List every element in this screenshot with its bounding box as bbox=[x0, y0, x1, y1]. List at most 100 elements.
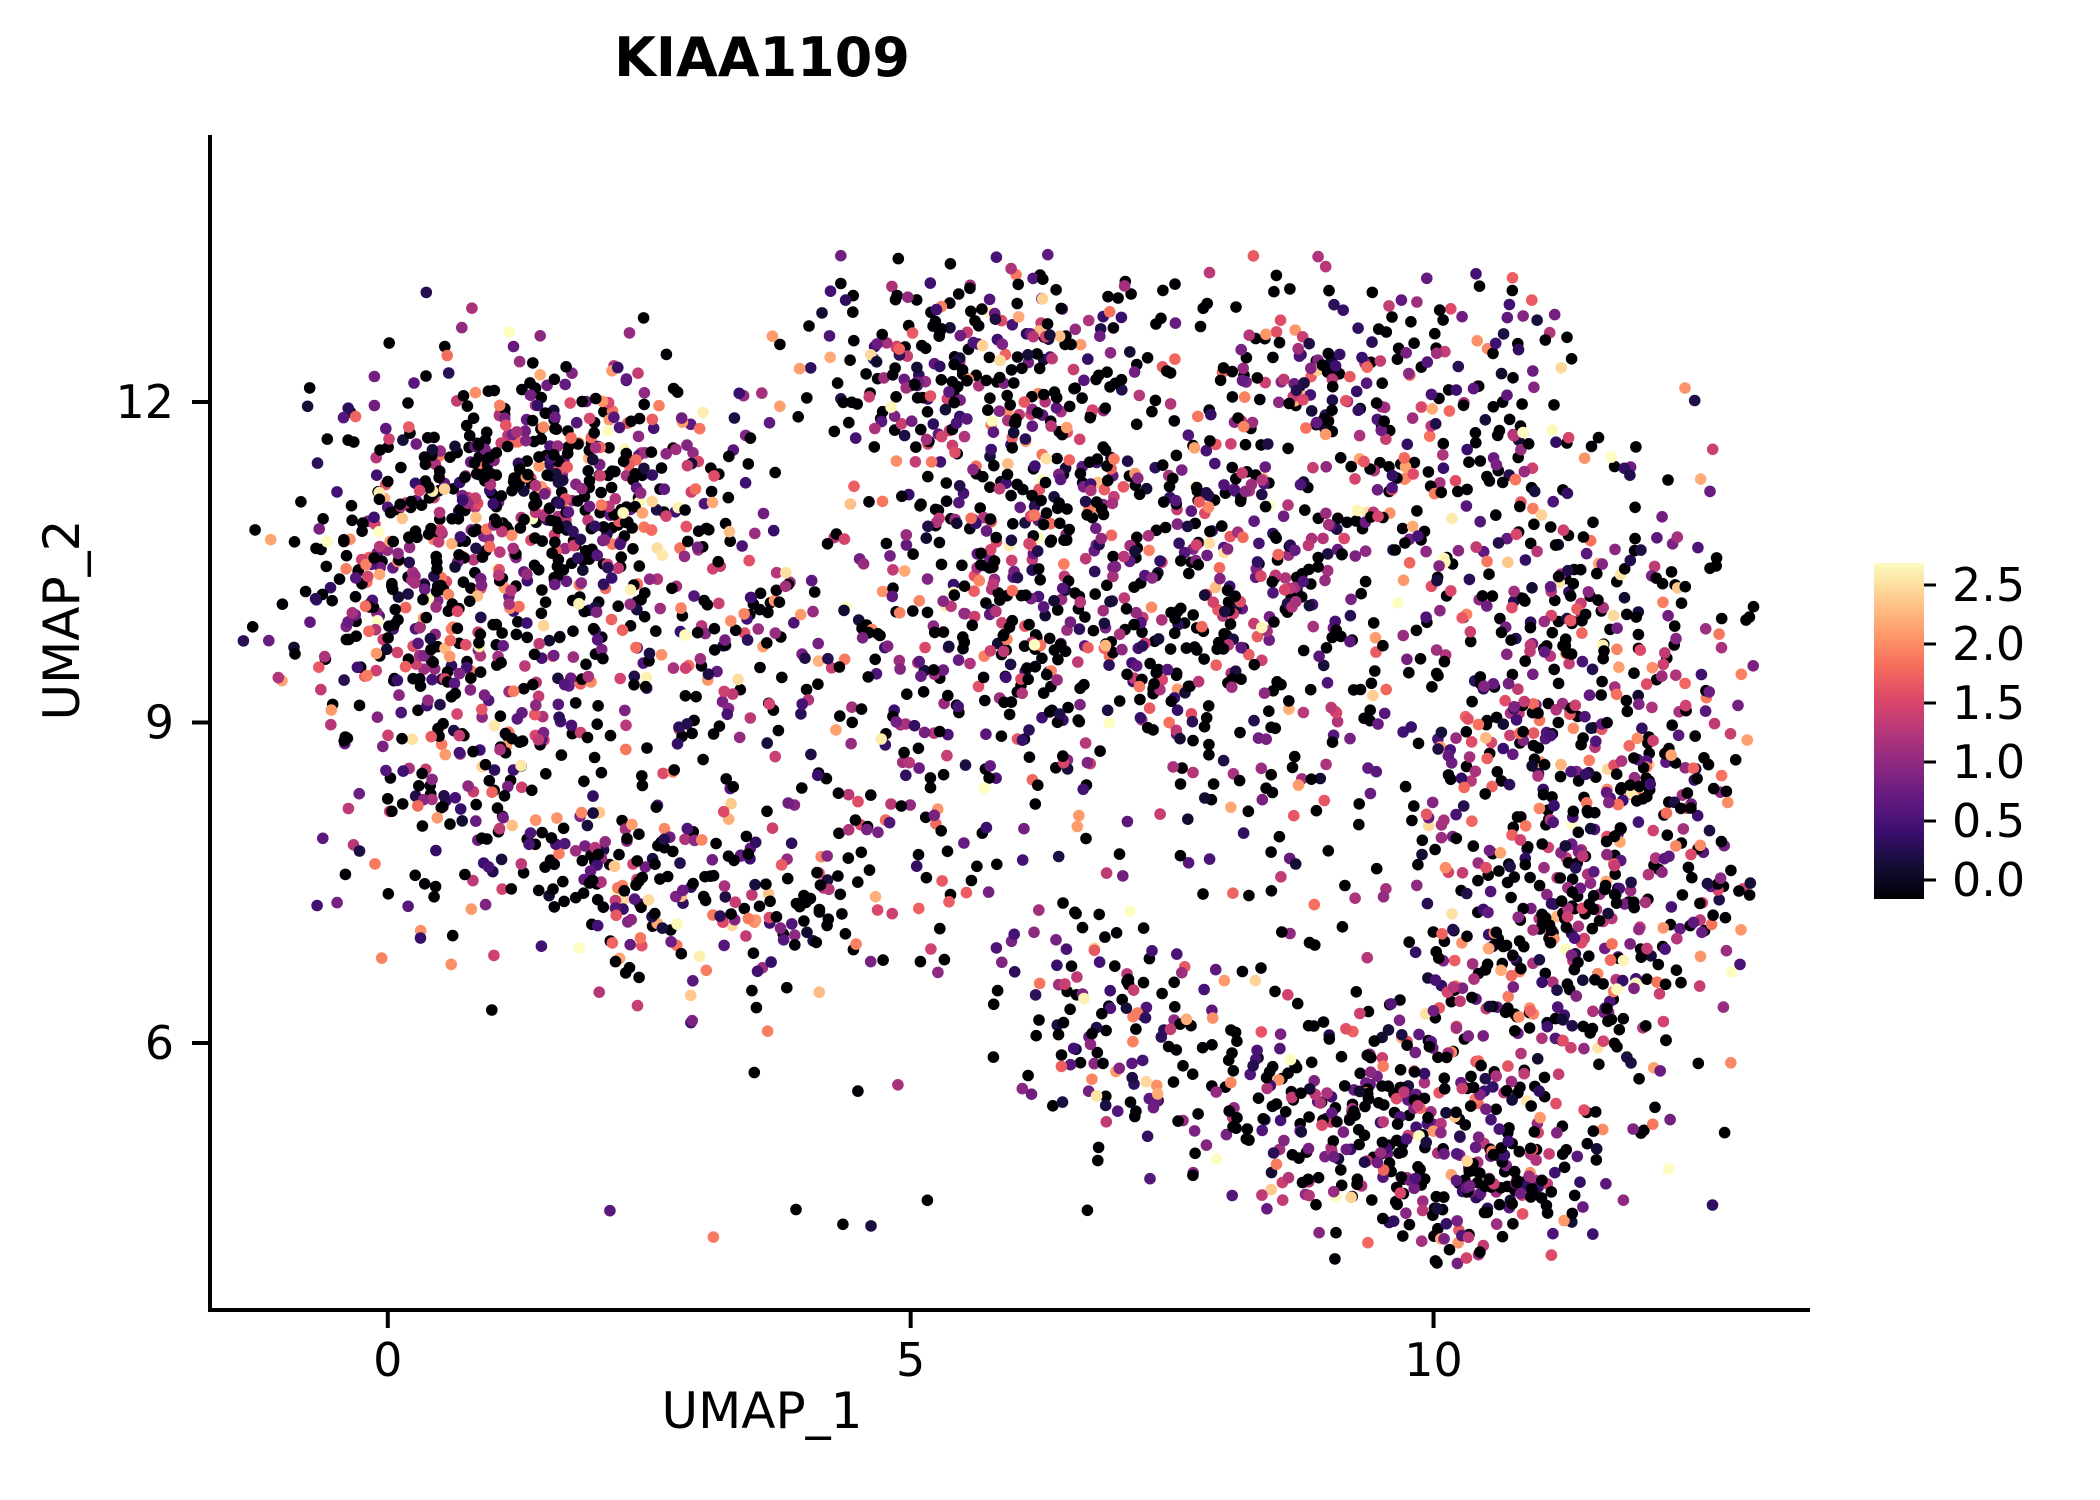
cell-point bbox=[1103, 717, 1115, 729]
cell-point bbox=[961, 375, 973, 387]
cell-point bbox=[1267, 685, 1279, 697]
cell-point bbox=[837, 1218, 849, 1231]
cell-point bbox=[1093, 956, 1106, 968]
cell-point bbox=[658, 483, 671, 496]
cell-point bbox=[1011, 571, 1024, 584]
cell-point bbox=[910, 441, 922, 453]
cell-point bbox=[264, 533, 277, 546]
cell-point bbox=[445, 958, 458, 971]
cell-point bbox=[780, 566, 792, 579]
cell-point bbox=[1341, 516, 1353, 529]
cell-point bbox=[511, 713, 524, 725]
cell-point bbox=[1004, 658, 1017, 671]
cell-point bbox=[1231, 1035, 1243, 1047]
cell-point bbox=[1094, 330, 1106, 343]
cell-point bbox=[464, 684, 477, 696]
cell-point bbox=[353, 845, 366, 857]
cell-point bbox=[1251, 372, 1264, 384]
cell-point bbox=[1615, 755, 1628, 767]
cell-point bbox=[1632, 689, 1644, 702]
cell-point bbox=[1113, 848, 1126, 860]
cell-point bbox=[1636, 722, 1648, 735]
cell-point bbox=[901, 688, 913, 700]
cell-point bbox=[986, 415, 998, 427]
cell-point bbox=[637, 312, 650, 324]
cell-point bbox=[626, 818, 638, 831]
cell-point bbox=[1289, 324, 1301, 336]
cell-point bbox=[1048, 595, 1060, 607]
cell-point bbox=[1715, 641, 1728, 654]
cell-point bbox=[397, 765, 410, 777]
cell-point bbox=[505, 529, 518, 542]
cell-point bbox=[1345, 460, 1357, 473]
cell-point bbox=[1447, 981, 1460, 993]
cell-point bbox=[1457, 800, 1470, 812]
cell-point bbox=[1071, 971, 1083, 983]
cell-point bbox=[1040, 507, 1053, 519]
cell-point bbox=[658, 841, 671, 854]
cell-point bbox=[449, 440, 461, 453]
cell-point bbox=[1533, 802, 1546, 815]
cell-point bbox=[1487, 678, 1500, 690]
cell-point bbox=[1600, 1178, 1612, 1190]
cell-point bbox=[487, 498, 500, 510]
cell-point bbox=[299, 585, 312, 598]
cell-point bbox=[1057, 1016, 1070, 1029]
cell-point bbox=[1487, 1148, 1500, 1161]
cell-point bbox=[1588, 866, 1600, 878]
cell-point bbox=[958, 430, 971, 443]
cell-point bbox=[1386, 311, 1398, 323]
cell-point bbox=[1238, 391, 1251, 403]
cell-point bbox=[1592, 431, 1605, 444]
cell-point bbox=[362, 570, 374, 583]
cell-point bbox=[938, 953, 951, 966]
cell-point bbox=[1353, 1138, 1365, 1151]
cell-point bbox=[512, 616, 524, 628]
cell-point bbox=[1304, 683, 1317, 696]
cell-point bbox=[839, 294, 852, 306]
cell-point bbox=[1490, 509, 1502, 521]
cell-point bbox=[412, 637, 424, 650]
cell-point bbox=[1665, 566, 1678, 578]
cell-point bbox=[638, 398, 650, 411]
x-tick-label: 5 bbox=[896, 1333, 925, 1387]
cell-point bbox=[301, 400, 314, 413]
cell-point bbox=[1350, 986, 1363, 998]
cell-point bbox=[1297, 575, 1309, 588]
cell-point bbox=[538, 488, 551, 500]
cell-point bbox=[949, 446, 961, 459]
cell-point bbox=[1029, 989, 1042, 1001]
cell-point bbox=[1406, 520, 1419, 533]
cell-point bbox=[1065, 960, 1078, 972]
cell-point bbox=[990, 531, 1002, 544]
cell-point bbox=[1081, 1204, 1094, 1217]
cell-point bbox=[536, 584, 548, 596]
cell-point bbox=[1218, 974, 1231, 987]
cell-point bbox=[708, 622, 721, 635]
cell-point bbox=[476, 551, 489, 563]
cell-point bbox=[1322, 548, 1334, 560]
cell-point bbox=[589, 441, 602, 454]
cell-point bbox=[870, 356, 883, 368]
cell-point bbox=[895, 418, 908, 430]
cell-point bbox=[729, 896, 742, 908]
cell-point bbox=[1662, 474, 1674, 486]
cell-point bbox=[799, 652, 811, 664]
cell-point bbox=[846, 716, 858, 729]
cell-point bbox=[1425, 388, 1438, 401]
cell-point bbox=[1265, 768, 1277, 781]
cell-point bbox=[246, 621, 259, 633]
cell-point bbox=[1193, 496, 1206, 508]
cell-point bbox=[1450, 808, 1462, 821]
cell-point bbox=[602, 425, 614, 437]
cell-point bbox=[1140, 1075, 1153, 1088]
cell-point bbox=[1340, 1023, 1352, 1035]
cell-point bbox=[625, 913, 637, 926]
cell-point bbox=[338, 735, 351, 747]
cell-point bbox=[1086, 1073, 1098, 1085]
cell-point bbox=[728, 854, 740, 867]
cell-point bbox=[876, 495, 889, 508]
cell-point bbox=[1234, 495, 1247, 508]
cell-point bbox=[386, 805, 398, 818]
cell-point bbox=[1603, 796, 1615, 809]
